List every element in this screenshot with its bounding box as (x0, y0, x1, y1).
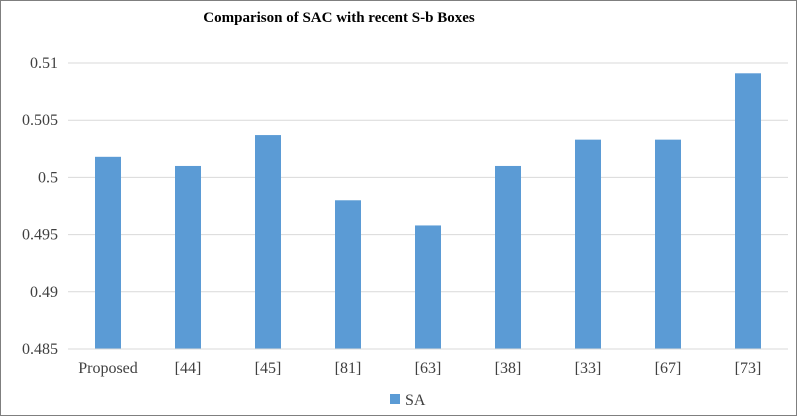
x-tick-label: [38] (495, 360, 522, 377)
bar (655, 139, 681, 349)
y-tick-label: 0.51 (30, 55, 58, 72)
y-tick-label: 0.49 (30, 284, 58, 301)
x-tick-label: [73] (735, 360, 762, 377)
y-tick-label: 0.5 (38, 169, 58, 186)
bars (95, 73, 761, 350)
bar (175, 165, 201, 349)
y-axis-ticks: 0.485 0.49 0.495 0.5 0.505 0.51 (22, 55, 58, 358)
bar (255, 135, 281, 349)
x-tick-label: [44] (175, 360, 202, 377)
y-tick-label: 0.505 (22, 112, 58, 129)
legend-swatch (390, 394, 400, 404)
x-tick-label: [33] (575, 360, 602, 377)
bar (495, 165, 521, 349)
bar (575, 139, 601, 349)
x-tick-label: Proposed (78, 360, 138, 377)
y-tick-label: 0.495 (22, 227, 58, 244)
bar (735, 73, 761, 350)
bar (335, 200, 361, 349)
legend[interactable]: SA (390, 392, 426, 409)
bar (415, 225, 441, 349)
legend-label: SA (405, 392, 426, 409)
x-axis-ticks: Proposed [44] [45] [81] [63] [38] [33] [67] [73] (78, 360, 761, 377)
y-tick-label: 0.485 (22, 341, 58, 358)
x-tick-label: [81] (335, 360, 362, 377)
x-tick-label: [45] (255, 360, 282, 377)
bar (95, 156, 121, 349)
x-tick-label: [67] (655, 360, 682, 377)
chart-title: Comparison of SAC with recent S-b Boxes (203, 10, 475, 26)
x-tick-label: [63] (415, 360, 442, 377)
